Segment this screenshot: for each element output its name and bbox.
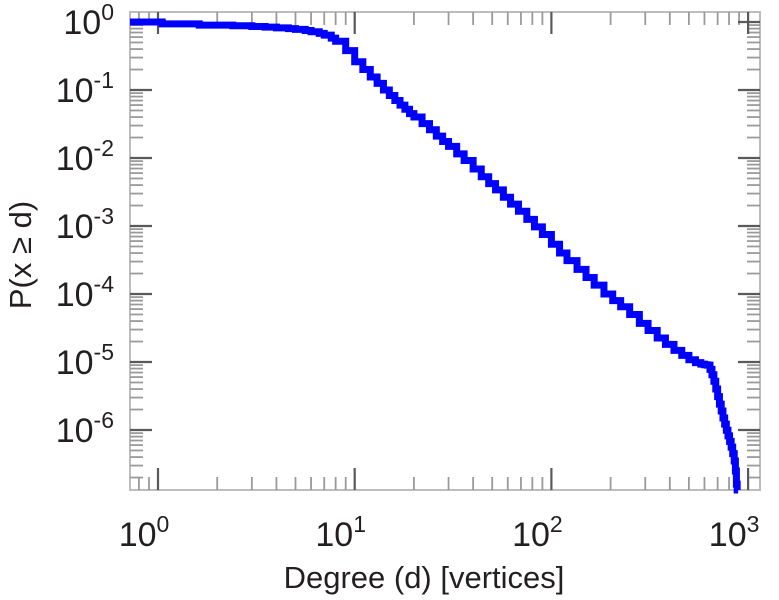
tick-label: 10-2 — [56, 135, 114, 178]
x-axis-tick-labels: 100 101 102 103 — [119, 511, 760, 554]
y-axis-tick-labels: 100 10-1 10-2 10-3 10-4 10-5 10-6 — [56, 0, 114, 450]
tick-label: 10-4 — [56, 271, 114, 314]
degree-ccdf-curve — [130, 18, 741, 494]
tick-label: 103 — [709, 511, 760, 554]
y-axis-major-ticks — [130, 20, 760, 432]
y-axis-title: P(x ≥ d) — [3, 201, 38, 309]
data-series-group — [130, 18, 741, 494]
tick-label: 102 — [512, 511, 563, 554]
x-axis-minor-ticks — [138, 12, 740, 490]
tick-label: 10-5 — [56, 339, 114, 382]
plot-frame — [129, 11, 761, 491]
x-axis-major-ticks — [156, 12, 750, 490]
x-axis-title: Degree (d) [vertices] — [284, 560, 565, 595]
y-axis-minor-ticks — [130, 24, 760, 479]
tick-label: 101 — [315, 511, 366, 554]
tick-label: 100 — [63, 0, 114, 42]
tick-label: 100 — [119, 511, 170, 554]
tick-label: 10-6 — [56, 407, 114, 450]
tick-label: 10-3 — [56, 203, 114, 246]
tick-label: 10-1 — [56, 67, 114, 110]
